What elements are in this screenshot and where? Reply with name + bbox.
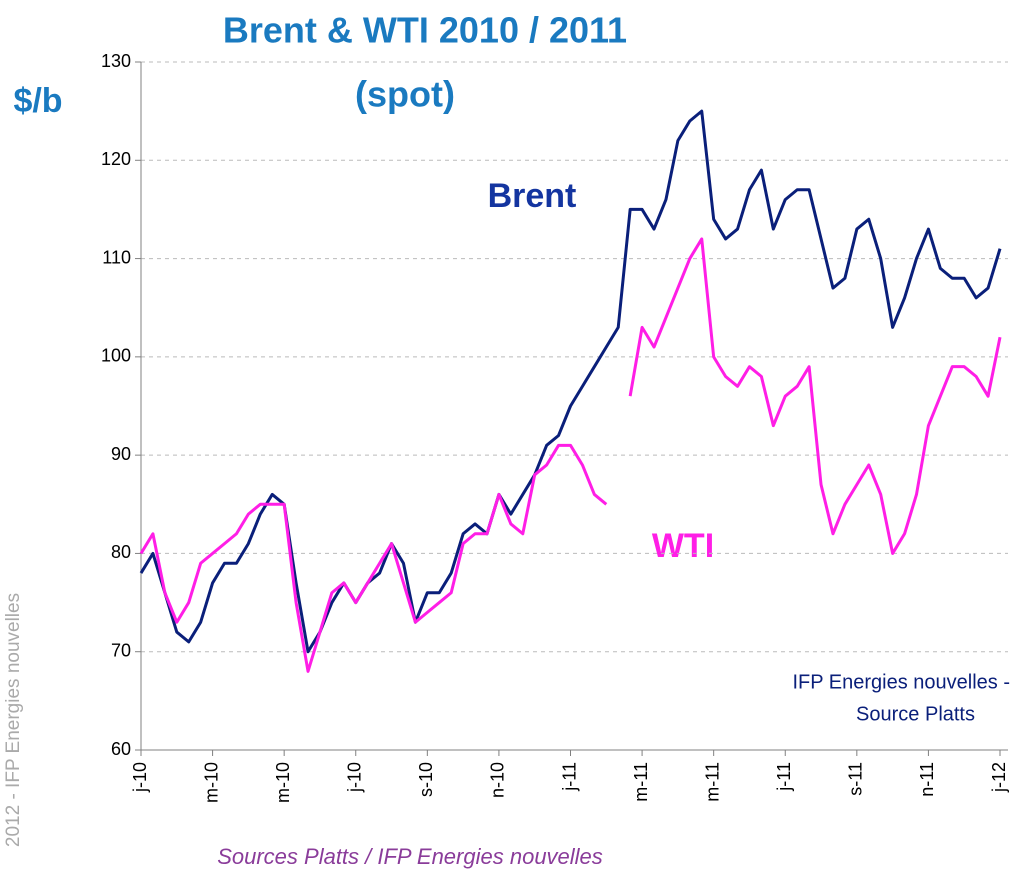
x-tick-label: s-10	[416, 762, 436, 797]
y-tick-label: 70	[111, 640, 131, 660]
source-note: Sources Platts / IFP Energies nouvelles	[217, 844, 603, 869]
wti-label: WTI	[652, 527, 714, 565]
x-tick-label: n-11	[917, 762, 937, 797]
y-tick-label: 60	[111, 739, 131, 759]
annotation: IFP Energies nouvelles -	[792, 671, 1010, 693]
x-tick-label: m-11	[702, 762, 722, 802]
side-note: 2012 - IFP Energies nouvelles	[3, 593, 24, 847]
x-tick-label: j-12	[989, 762, 1009, 793]
x-tick-label: s-11	[846, 762, 866, 796]
x-tick-label: j-11	[774, 762, 794, 792]
y-tick-label: 110	[102, 247, 131, 267]
y-tick-label: 130	[101, 51, 131, 71]
x-tick-label: n-10	[488, 762, 508, 798]
y-tick-label: 120	[101, 149, 131, 169]
chart-subtitle: (spot)	[355, 74, 455, 115]
y-tick-label: 80	[111, 542, 131, 562]
brent-label: Brent	[488, 177, 577, 215]
annotation: Source Platts	[856, 703, 975, 725]
y-tick-label: 90	[111, 444, 131, 464]
x-tick-label: m-10	[201, 762, 221, 803]
x-tick-label: m-11	[631, 762, 651, 802]
x-tick-label: j-10	[345, 762, 365, 793]
y-axis-label: $/b	[13, 82, 62, 120]
y-tick-label: 100	[101, 346, 131, 366]
x-tick-label: m-10	[273, 762, 293, 803]
x-tick-label: j-10	[130, 762, 150, 793]
chart-title: Brent & WTI 2010 / 2011	[223, 10, 627, 51]
x-tick-label: j-11	[559, 762, 579, 792]
series-line	[139, 237, 1002, 673]
